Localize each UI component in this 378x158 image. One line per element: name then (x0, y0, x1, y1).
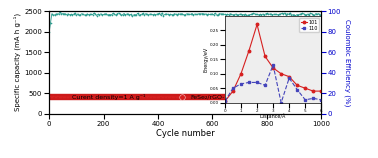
110 (295, 89, 299, 91)
110 (271, 64, 275, 66)
101 (303, 87, 308, 89)
101 (279, 73, 284, 75)
110 (303, 99, 308, 101)
101 (247, 50, 251, 52)
Line: 110: 110 (224, 64, 322, 104)
X-axis label: Distance/Å: Distance/Å (260, 114, 286, 119)
101 (287, 76, 291, 78)
Y-axis label: Specific capacity (mA h g⁻¹): Specific capacity (mA h g⁻¹) (14, 13, 22, 112)
X-axis label: Cycle number: Cycle number (156, 130, 215, 138)
101 (263, 55, 267, 57)
110 (279, 102, 284, 104)
110 (231, 87, 235, 89)
Text: FeSe₂/rGO-EG: FeSe₂/rGO-EG (191, 94, 234, 99)
110 (287, 77, 291, 79)
Y-axis label: Energy/eV: Energy/eV (203, 47, 208, 72)
110 (223, 100, 227, 102)
110 (319, 99, 324, 101)
101 (271, 67, 275, 69)
101 (239, 73, 243, 75)
110 (255, 82, 259, 83)
101 (295, 84, 299, 86)
Text: Curent density=1 A g⁻¹: Curent density=1 A g⁻¹ (72, 94, 146, 100)
110 (239, 83, 243, 85)
Line: 101: 101 (224, 23, 322, 103)
110 (263, 84, 267, 86)
Y-axis label: Coulombic Efficiency (%): Coulombic Efficiency (%) (344, 19, 350, 106)
101 (255, 24, 259, 25)
101 (319, 90, 324, 92)
110 (311, 97, 316, 99)
110 (247, 82, 251, 83)
101 (223, 100, 227, 102)
Legend: 101, 110: 101, 110 (299, 18, 319, 32)
101 (311, 90, 316, 92)
101 (231, 90, 235, 92)
Bar (49, 94, 321, 99)
